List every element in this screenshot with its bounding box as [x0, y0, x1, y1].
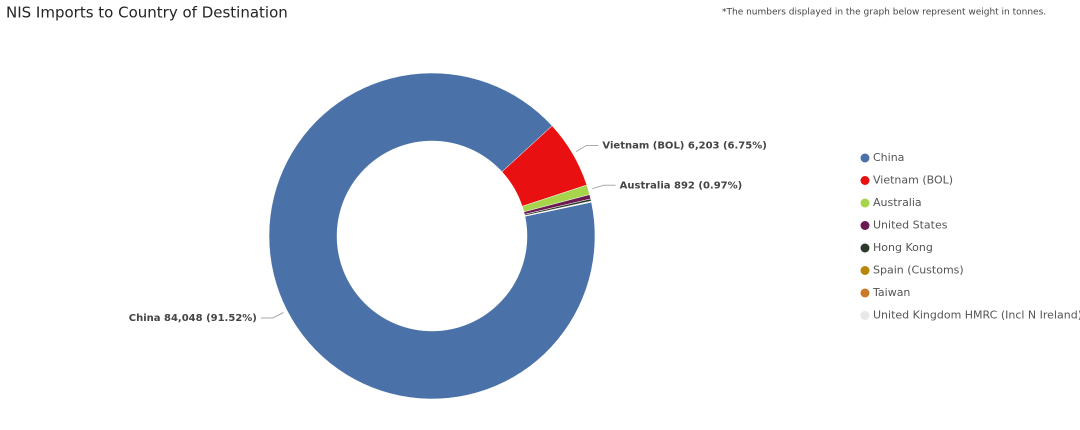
legend-label: Hong Kong — [873, 241, 933, 254]
slice — [524, 201, 592, 217]
annotation: *The numbers displayed in the graph belo… — [722, 8, 1046, 18]
legend-label: Taiwan — [872, 286, 910, 299]
legend-label: Vietnam (BOL) — [873, 174, 953, 187]
legend-marker — [860, 243, 870, 253]
legend-label: United Kingdom HMRC (Incl N Ireland) — [873, 309, 1080, 322]
leader-line — [575, 144, 599, 152]
data-label: Vietnam (BOL) 6,203 (6.75%) — [602, 140, 766, 151]
legend-marker — [860, 153, 870, 163]
chart-title: NIS Imports to Country of Destination — [6, 4, 288, 22]
legend-marker — [860, 311, 870, 320]
legend-label: United States — [873, 219, 948, 232]
legend-label: Spain (Customs) — [873, 264, 964, 277]
data-label: China 84,048 (91.52%) — [129, 313, 257, 324]
slice — [268, 72, 596, 400]
leader-line — [260, 312, 284, 319]
legend-marker — [860, 176, 870, 185]
legend-marker — [860, 198, 870, 208]
legend-marker — [860, 288, 870, 298]
legend-marker — [860, 266, 870, 275]
leader-line — [592, 184, 616, 190]
data-label: Australia 892 (0.97%) — [620, 180, 743, 191]
legend-label: China — [873, 151, 904, 164]
legend-label: Australia — [873, 196, 922, 209]
legend-marker — [860, 221, 870, 230]
